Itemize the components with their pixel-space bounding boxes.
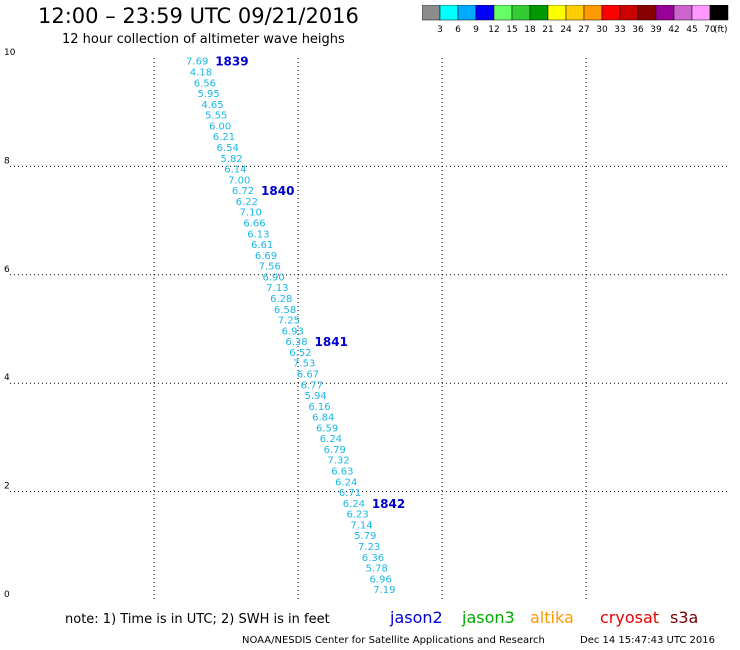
footer-timestamp: Dec 14 15:47:43 UTC 2016 [580, 635, 715, 646]
colorbar-tick-label: 3 [437, 25, 443, 35]
colorbar-tick-label: 24 [560, 25, 572, 35]
satellite-label-s3a: s3a [670, 608, 699, 627]
wave-height-value: 6.54 [217, 143, 239, 154]
color-swatch [709, 5, 729, 21]
wave-height-value: 5.82 [220, 154, 242, 165]
wave-height-value: 7.13 [266, 283, 288, 294]
wave-height-value: 6.71 [339, 488, 361, 499]
colorbar-tick-label: 36 [632, 25, 644, 35]
wave-height-value: 5.78 [366, 564, 388, 575]
wave-height-value: 7.23 [358, 542, 380, 553]
wave-height-value: 6.14 [224, 165, 246, 176]
colorbar-tick-label: 12 [488, 25, 499, 35]
colorbar-tick-label: 21 [542, 25, 553, 35]
time-label: 1841 [315, 335, 348, 349]
y-tick-label: 6 [4, 265, 10, 275]
wave-height-value: 6.13 [247, 229, 269, 240]
wave-height-value: 7.19 [373, 585, 395, 596]
wave-height-value: 6.21 [213, 132, 235, 143]
wave-height-value: 7.00 [228, 175, 250, 186]
wave-height-value: 6.56 [194, 78, 216, 89]
time-label: 1839 [215, 55, 248, 69]
color-scale-legend: 3 6 9 12 15 18 21 24 27 30 33 36 39 42 45 70(ft) [422, 5, 729, 35]
colorbar-tick-label: 6 [455, 25, 461, 35]
wave-height-value: 6.38 [285, 337, 307, 348]
colorbar-tick-label: 39 [650, 25, 662, 35]
satellite-label-altika: altika [530, 608, 574, 627]
wave-height-value: 6.61 [251, 240, 273, 251]
wave-height-value: 6.24 [320, 434, 342, 445]
wave-height-value: 6.58 [274, 305, 296, 316]
wave-height-value: 6.67 [297, 369, 319, 380]
colorbar-tick-label: 30 [596, 25, 608, 35]
wave-height-value: 7.14 [350, 520, 372, 531]
y-tick-label: 10 [4, 48, 16, 58]
wave-height-plot: -150-147-144-141-138-13502468107.694.186… [4, 48, 730, 600]
note-text: note: 1) Time is in UTC; 2) SWH is in fe… [65, 612, 330, 627]
wave-height-value: 6.66 [243, 218, 265, 229]
wave-height-value: 7.69 [186, 57, 208, 68]
wave-height-value: 6.52 [289, 348, 311, 359]
y-tick-label: 8 [4, 156, 10, 166]
wave-height-value: 6.63 [331, 467, 353, 478]
y-tick-label: 4 [4, 373, 10, 383]
wave-height-value: 6.22 [236, 197, 258, 208]
wave-height-value: 7.10 [240, 208, 262, 219]
wave-height-value: 6.69 [255, 251, 277, 262]
colorbar-tick-label: 9 [473, 25, 479, 35]
wave-height-value: 6.90 [262, 272, 284, 283]
colorbar-tick-label: 70 [704, 25, 716, 35]
wave-height-value: 6.77 [301, 380, 323, 391]
wave-height-value: 6.93 [282, 326, 304, 337]
wave-height-value: 7.53 [293, 359, 315, 370]
satellite-label-cryosat: cryosat [600, 608, 660, 627]
colorbar-tick-label: 18 [524, 25, 536, 35]
footer-credit: NOAA/NESDIS Center for Satellite Applica… [242, 635, 545, 646]
wave-height-value: 6.00 [209, 121, 231, 132]
wave-height-value: 6.59 [316, 423, 338, 434]
time-label: 1840 [261, 184, 294, 198]
colorbar-tick-label: 33 [614, 25, 625, 35]
wave-height-value: 6.72 [232, 186, 254, 197]
y-tick-label: 0 [4, 590, 10, 600]
wave-height-value: 4.18 [190, 67, 212, 78]
wave-height-value: 5.55 [205, 111, 227, 122]
wave-height-value: 6.28 [270, 294, 292, 305]
colorbar-tick-label: 45 [686, 25, 697, 35]
wave-height-value: 6.84 [312, 413, 334, 424]
wave-height-value: 6.24 [335, 477, 357, 488]
time-label: 1842 [372, 497, 405, 511]
wave-height-value: 6.16 [308, 402, 330, 413]
wave-height-value: 6.23 [347, 510, 369, 521]
wave-height-value: 7.25 [278, 316, 300, 327]
wave-height-value: 6.36 [362, 553, 384, 564]
chart-title: 12:00 – 23:59 UTC 09/21/2016 [38, 4, 359, 28]
wave-height-value: 7.32 [327, 456, 349, 467]
colorbar-tick-label: 15 [506, 25, 517, 35]
wave-height-value: 4.65 [201, 100, 223, 111]
wave-height-value: 6.79 [324, 445, 346, 456]
y-tick-label: 2 [4, 482, 10, 492]
chart-subtitle: 12 hour collection of altimeter wave hei… [62, 32, 345, 47]
wave-height-value: 5.79 [354, 531, 376, 542]
satellite-label-jason3: jason3 [462, 608, 515, 627]
colorbar-tick-label: 42 [668, 25, 679, 35]
wave-height-value: 6.24 [343, 499, 365, 510]
satellite-label-jason2: jason2 [390, 608, 443, 627]
wave-height-value: 5.95 [198, 89, 220, 100]
colorbar-tick-label: 27 [578, 25, 589, 35]
colorbar-unit-label: (ft) [714, 25, 728, 35]
wave-height-value: 6.96 [369, 574, 391, 585]
wave-height-value: 7.56 [259, 262, 281, 273]
wave-height-value: 5.94 [304, 391, 326, 402]
